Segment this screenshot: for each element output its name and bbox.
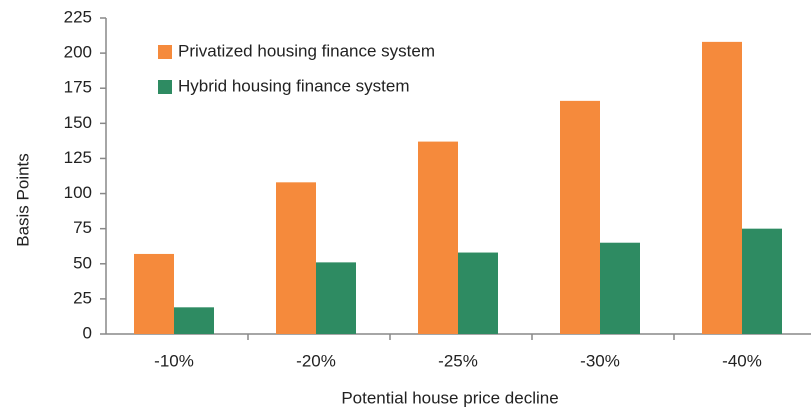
bar xyxy=(174,307,214,334)
y-tick-label: 150 xyxy=(64,113,92,132)
bar xyxy=(276,182,316,334)
bar xyxy=(418,141,458,334)
x-tick-label: -30% xyxy=(580,351,620,370)
y-tick-label: 0 xyxy=(83,323,92,342)
legend-swatch xyxy=(158,45,172,59)
x-tick-label: -20% xyxy=(296,351,336,370)
y-tick-label: 200 xyxy=(64,43,92,62)
x-tick-label: -10% xyxy=(154,351,194,370)
bar xyxy=(134,253,174,334)
y-axis-label: Basis Points xyxy=(13,153,32,247)
x-axis-label: Potential house price decline xyxy=(341,388,558,407)
bar xyxy=(458,252,498,334)
legend-swatch xyxy=(158,80,172,94)
bar xyxy=(316,262,356,334)
y-tick-label: 225 xyxy=(64,7,92,26)
y-tick-label: 25 xyxy=(73,288,92,307)
y-tick-label: 175 xyxy=(64,78,92,97)
y-tick-label: 100 xyxy=(64,183,92,202)
bar xyxy=(600,242,640,334)
legend-label: Privatized housing finance system xyxy=(178,41,435,60)
legend-label: Hybrid housing finance system xyxy=(178,76,410,95)
x-tick-label: -40% xyxy=(722,351,762,370)
x-tick-label: -25% xyxy=(438,351,478,370)
y-tick-label: 75 xyxy=(73,218,92,237)
y-tick-label: 50 xyxy=(73,253,92,272)
y-tick-label: 125 xyxy=(64,148,92,167)
bar xyxy=(560,100,600,335)
bar xyxy=(702,41,742,335)
bar xyxy=(742,228,782,334)
